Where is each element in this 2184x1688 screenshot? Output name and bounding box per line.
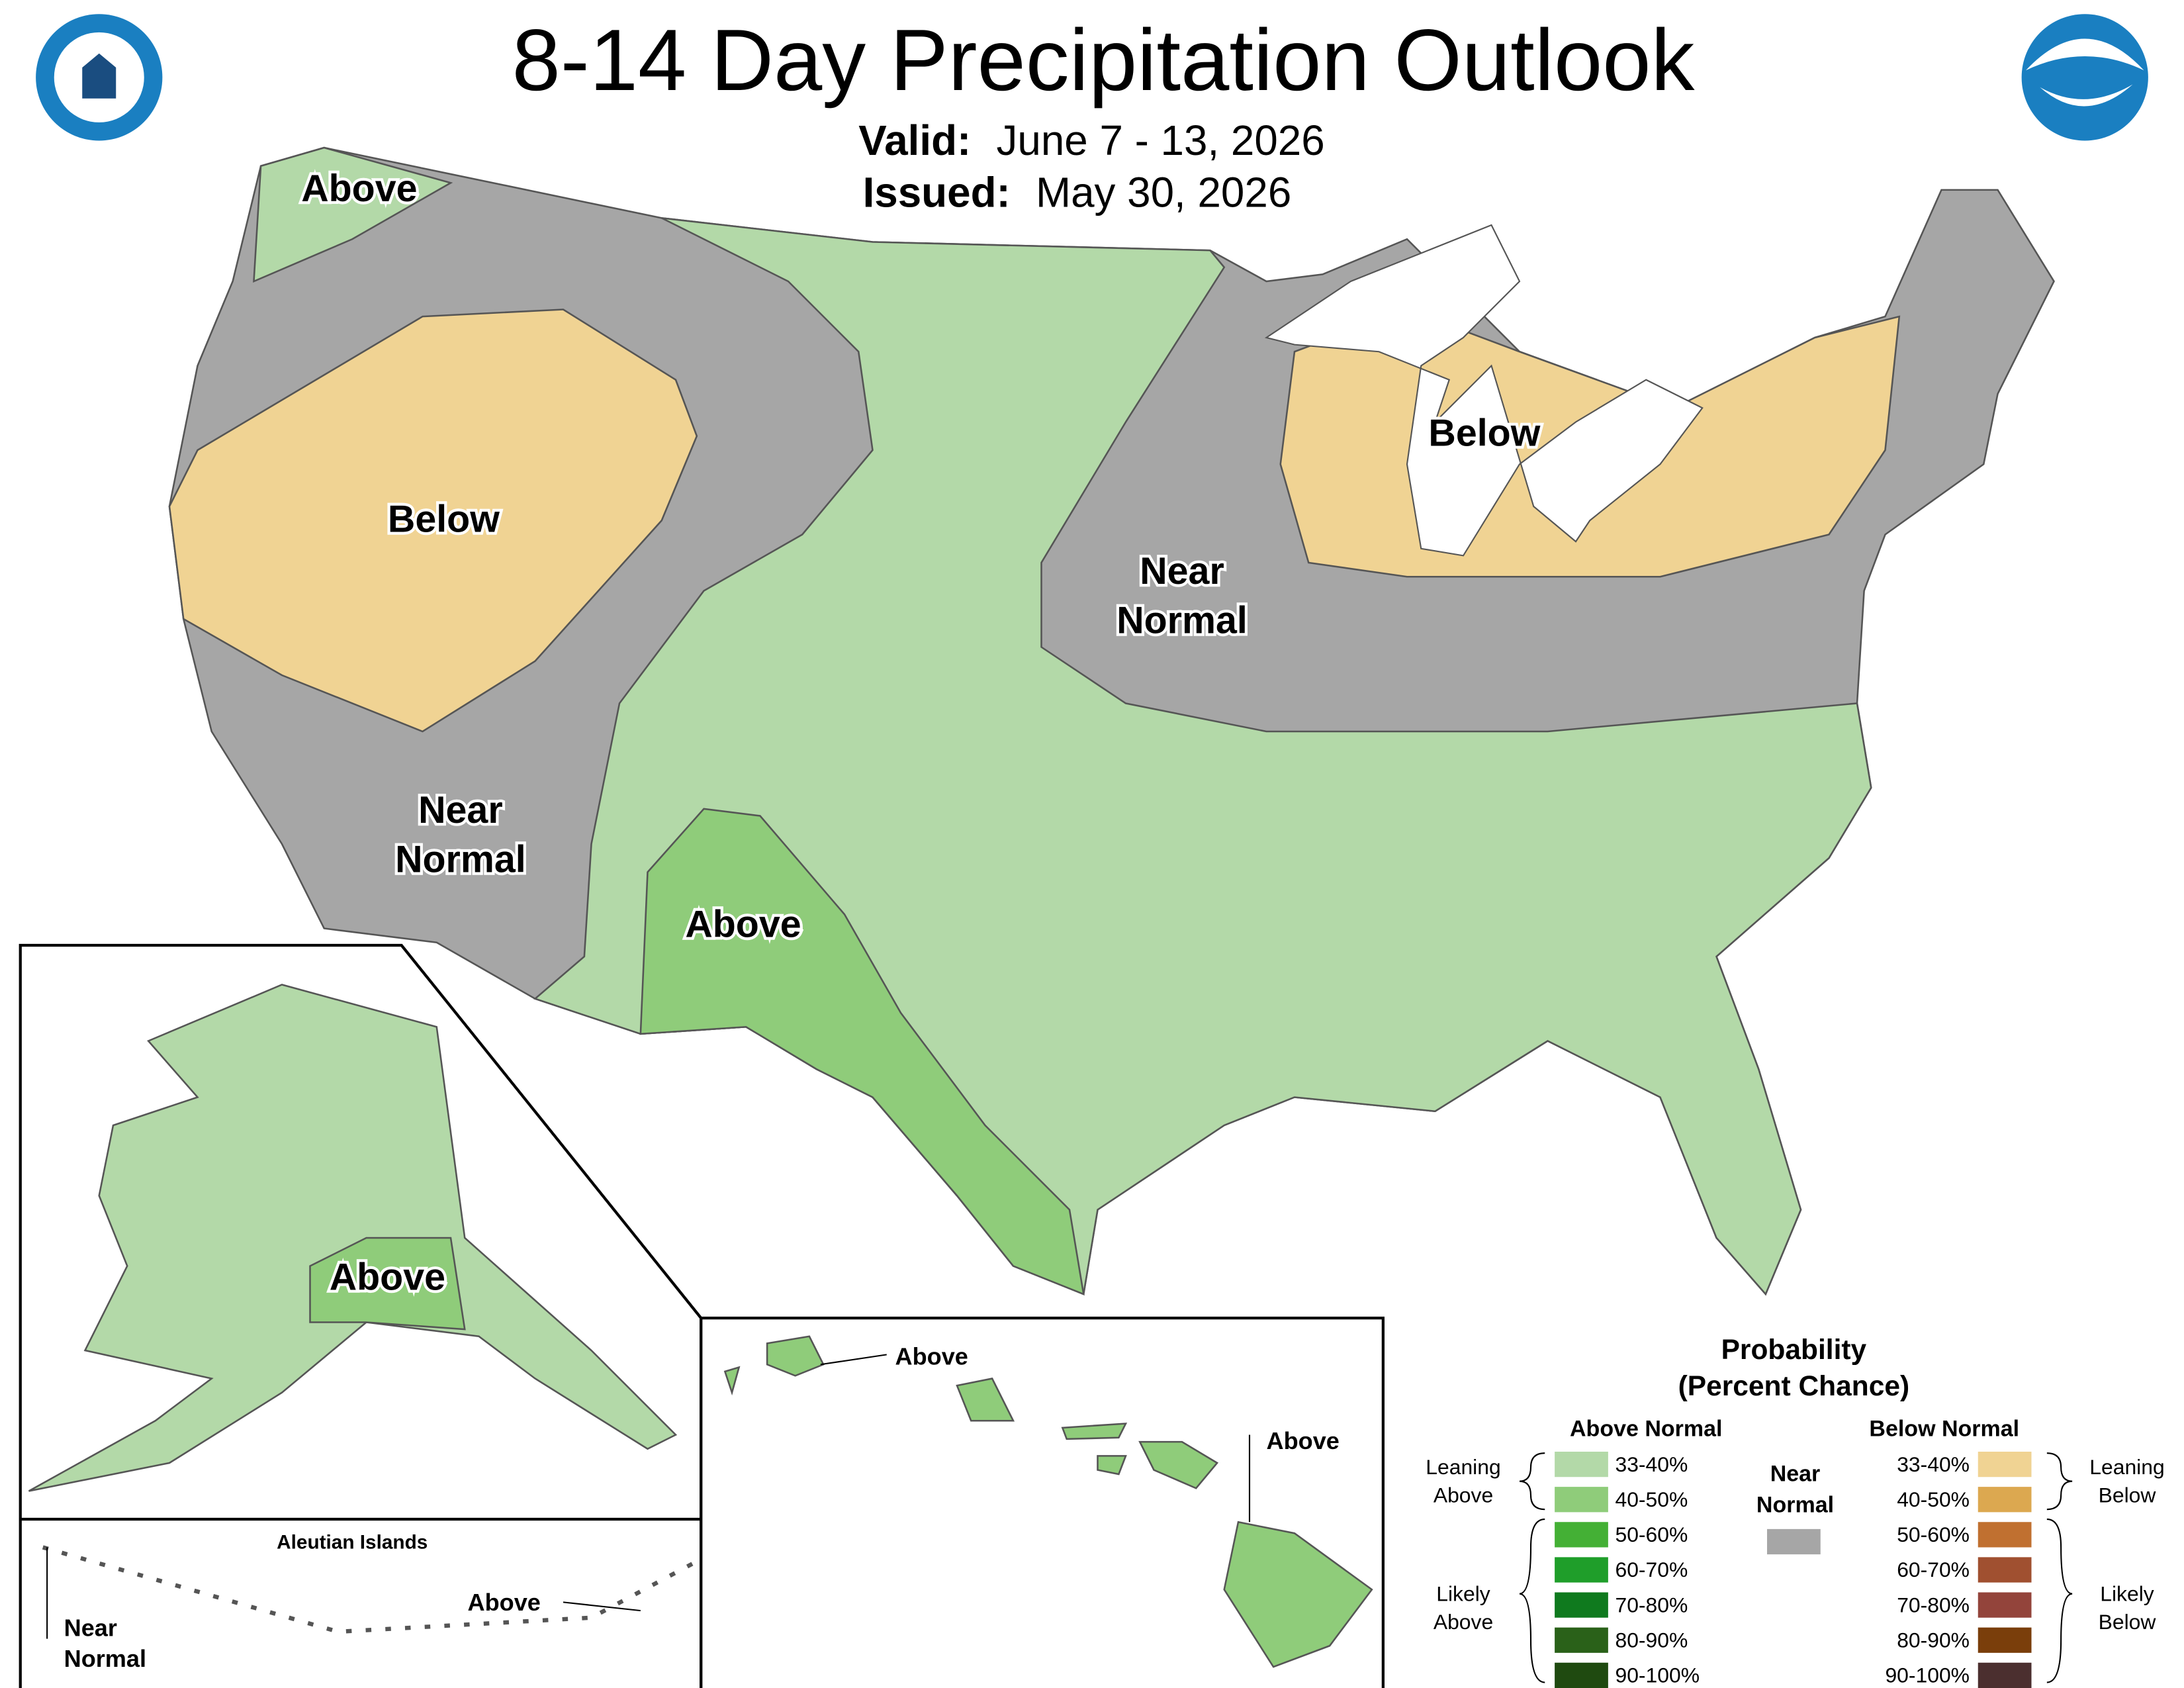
legend-swatch xyxy=(1978,1627,2032,1653)
map-label: Normal xyxy=(395,839,526,881)
near-label: Near xyxy=(1770,1462,1821,1487)
aleutian-islands xyxy=(42,1545,698,1634)
legend-subtitle: (Percent Chance) xyxy=(1678,1371,1910,1402)
legend-swatch xyxy=(1978,1452,2032,1477)
inset-label: Normal xyxy=(64,1645,146,1672)
legend-label: 50-60% xyxy=(1897,1523,1970,1546)
legend-label: 80-90% xyxy=(1615,1628,1688,1652)
legend-heading: Above Normal xyxy=(1570,1417,1722,1442)
legend-brackets xyxy=(1519,1452,2073,1683)
legend-label: 70-80% xyxy=(1897,1593,1970,1617)
map-label: Near xyxy=(418,789,503,831)
legend-title: Probability xyxy=(1721,1335,1867,1366)
legend-group: Likely xyxy=(1436,1581,1490,1605)
legend-swatch xyxy=(1978,1662,2032,1688)
legend-swatch xyxy=(1978,1522,2032,1548)
legend-swatch xyxy=(1555,1487,1608,1513)
noaa-logo xyxy=(2021,14,2148,141)
legend-label: 90-100% xyxy=(1885,1664,1970,1687)
legend-group: Below xyxy=(2099,1610,2157,1634)
map-label: Normal xyxy=(1116,599,1248,641)
map-label: Above xyxy=(330,1256,445,1299)
near-swatch xyxy=(1767,1528,1821,1555)
alaska-above xyxy=(309,1237,466,1331)
legend-swatch xyxy=(1555,1592,1608,1618)
legend-group: Below xyxy=(2099,1483,2157,1507)
legend-swatch xyxy=(1555,1452,1608,1477)
issued-date: May 30, 2026 xyxy=(1036,168,1291,216)
legend-group: Above xyxy=(1433,1483,1493,1507)
issued-label: Issued: xyxy=(863,168,1011,216)
map-label: Below xyxy=(1428,412,1540,455)
legend-label: 33-40% xyxy=(1897,1452,1970,1476)
legend-swatch xyxy=(1978,1592,2032,1618)
legend-swatch xyxy=(1555,1627,1608,1653)
inset-label: Near xyxy=(64,1614,117,1641)
legend-heading: Below Normal xyxy=(1869,1417,2019,1442)
legend-label: 40-50% xyxy=(1615,1487,1688,1511)
legend-group: Leaning xyxy=(2089,1455,2164,1479)
valid-dates: June 7 - 13, 2026 xyxy=(997,117,1325,164)
leader xyxy=(820,1354,887,1366)
legend-swatch xyxy=(1978,1557,2032,1583)
legend-group: Likely xyxy=(2100,1581,2154,1605)
inset-label: Above xyxy=(895,1342,968,1370)
doc-logo xyxy=(36,14,163,141)
northwest-above xyxy=(253,146,453,283)
near-label: Normal xyxy=(1756,1492,1834,1517)
legend-swatch xyxy=(1555,1522,1608,1548)
legend-swatch xyxy=(1555,1557,1608,1583)
legend-label: 70-80% xyxy=(1615,1593,1688,1617)
leader xyxy=(563,1601,641,1612)
valid-label: Valid: xyxy=(858,117,971,164)
legend-label: 90-100% xyxy=(1615,1664,1700,1687)
alaska xyxy=(28,984,678,1492)
legend-group: Leaning xyxy=(1426,1455,1500,1479)
legend-label: 60-70% xyxy=(1897,1558,1970,1581)
legend-label: 33-40% xyxy=(1615,1452,1688,1476)
inset-label: Above xyxy=(468,1589,541,1616)
map-label: Above xyxy=(301,167,417,210)
legend-label: 50-60% xyxy=(1615,1523,1688,1546)
legend-swatch xyxy=(1555,1662,1608,1688)
map-label: Near xyxy=(1140,550,1224,592)
hawaii xyxy=(723,1335,1373,1668)
legend-label: 60-70% xyxy=(1615,1558,1688,1581)
inset-label: Above xyxy=(1267,1427,1340,1454)
west-below xyxy=(168,308,698,733)
map-label: Above xyxy=(685,903,801,945)
great-lakes xyxy=(1264,224,1704,557)
title: 8-14 Day Precipitation Outlook xyxy=(512,11,1696,109)
legend-group: Above xyxy=(1433,1610,1493,1634)
southern-rockies-above xyxy=(639,808,1085,1296)
legend-label: 40-50% xyxy=(1897,1487,1970,1511)
legend-swatch xyxy=(1978,1487,2032,1513)
legend-label: 80-90% xyxy=(1897,1628,1970,1652)
aleutian-title: Aleutian Islands xyxy=(277,1532,428,1554)
map-label: Below xyxy=(388,498,500,540)
